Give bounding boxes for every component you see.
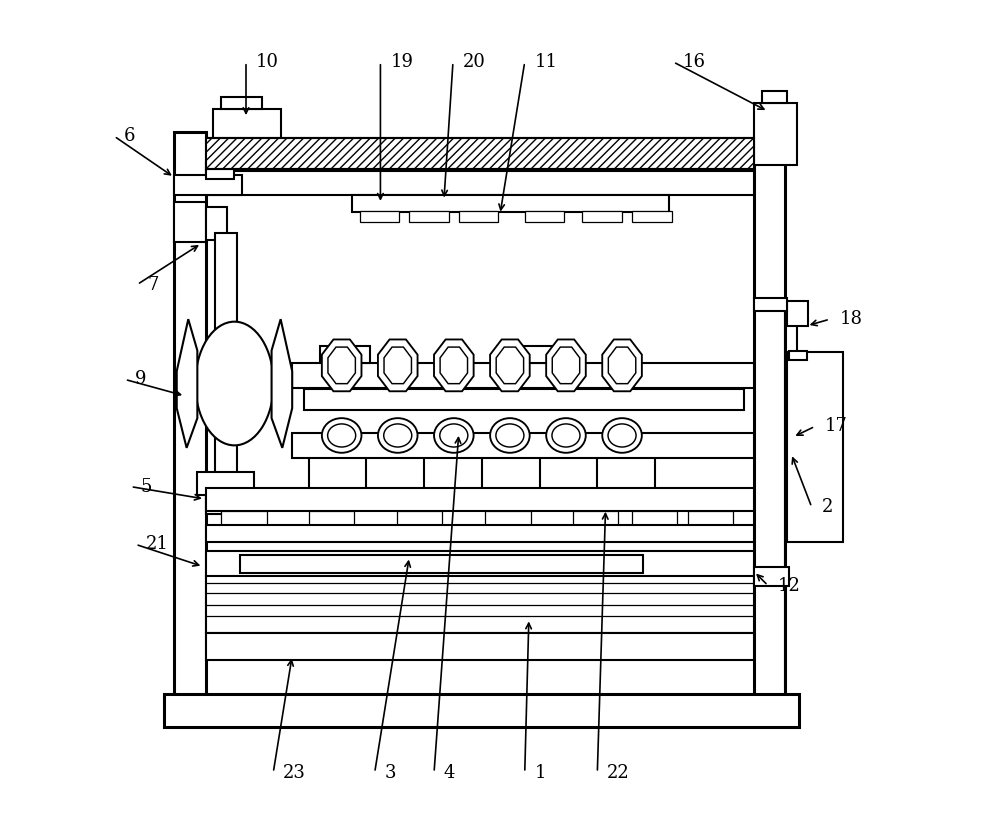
- Bar: [352, 196, 669, 212]
- Polygon shape: [608, 347, 636, 384]
- Bar: [174, 132, 206, 717]
- Bar: [754, 297, 787, 311]
- Bar: [573, 511, 618, 526]
- Polygon shape: [328, 347, 355, 384]
- Text: 9: 9: [135, 371, 146, 388]
- Bar: [787, 301, 808, 326]
- Polygon shape: [272, 319, 292, 448]
- Ellipse shape: [328, 424, 356, 447]
- Bar: [292, 433, 754, 457]
- Bar: [206, 488, 754, 511]
- Bar: [206, 526, 754, 541]
- Bar: [309, 511, 354, 526]
- Polygon shape: [434, 340, 474, 392]
- Polygon shape: [496, 347, 524, 384]
- Text: 19: 19: [390, 52, 413, 71]
- Ellipse shape: [496, 424, 524, 447]
- Ellipse shape: [378, 418, 418, 453]
- Ellipse shape: [322, 418, 361, 453]
- Polygon shape: [602, 340, 642, 392]
- Ellipse shape: [440, 424, 468, 447]
- Bar: [240, 555, 643, 573]
- Ellipse shape: [608, 424, 636, 447]
- Bar: [206, 551, 754, 577]
- Bar: [762, 91, 787, 103]
- Ellipse shape: [384, 424, 412, 447]
- Bar: [206, 576, 754, 632]
- Bar: [787, 352, 843, 541]
- Polygon shape: [552, 347, 580, 384]
- Ellipse shape: [602, 418, 642, 453]
- Bar: [174, 202, 206, 242]
- Bar: [304, 389, 744, 410]
- Bar: [213, 109, 281, 162]
- Text: 6: 6: [124, 127, 135, 145]
- Bar: [221, 97, 262, 109]
- Text: 7: 7: [147, 276, 158, 293]
- Text: 11: 11: [535, 52, 558, 71]
- Bar: [206, 495, 245, 514]
- Bar: [320, 347, 370, 363]
- Bar: [582, 211, 622, 222]
- Polygon shape: [322, 340, 361, 392]
- Bar: [292, 363, 754, 387]
- Bar: [206, 171, 754, 196]
- Ellipse shape: [434, 418, 474, 453]
- Text: 2: 2: [822, 498, 833, 516]
- Bar: [409, 211, 449, 222]
- Bar: [215, 233, 237, 472]
- Text: 16: 16: [683, 52, 706, 71]
- Bar: [525, 211, 564, 222]
- Bar: [523, 347, 573, 363]
- Polygon shape: [177, 319, 197, 448]
- Bar: [688, 511, 733, 526]
- Polygon shape: [440, 347, 468, 384]
- Bar: [221, 511, 267, 526]
- Text: 1: 1: [535, 764, 546, 781]
- Text: 22: 22: [607, 764, 630, 781]
- Polygon shape: [384, 347, 411, 384]
- Polygon shape: [546, 340, 586, 392]
- Bar: [754, 103, 797, 165]
- Bar: [754, 132, 785, 717]
- Text: 10: 10: [256, 52, 279, 71]
- Text: 23: 23: [283, 764, 306, 781]
- Ellipse shape: [546, 418, 586, 453]
- Bar: [754, 567, 789, 586]
- Bar: [206, 162, 234, 179]
- Bar: [485, 511, 531, 526]
- Ellipse shape: [490, 418, 530, 453]
- Polygon shape: [490, 340, 530, 392]
- Bar: [206, 207, 227, 240]
- Bar: [397, 511, 442, 526]
- Bar: [164, 695, 799, 727]
- Text: 18: 18: [840, 310, 863, 328]
- Text: 17: 17: [825, 417, 848, 436]
- Text: 21: 21: [145, 536, 168, 553]
- Bar: [632, 511, 677, 526]
- Bar: [459, 211, 498, 222]
- Bar: [174, 175, 242, 196]
- Bar: [206, 632, 754, 660]
- Text: 4: 4: [444, 764, 455, 781]
- Ellipse shape: [552, 424, 580, 447]
- Bar: [632, 211, 672, 222]
- Bar: [206, 137, 754, 169]
- Bar: [197, 471, 254, 495]
- Text: 5: 5: [140, 477, 152, 496]
- Bar: [789, 351, 807, 361]
- Ellipse shape: [195, 322, 274, 446]
- Text: 12: 12: [778, 576, 801, 595]
- Bar: [360, 211, 399, 222]
- Text: 3: 3: [385, 764, 396, 781]
- Text: 20: 20: [463, 52, 486, 71]
- Polygon shape: [378, 340, 418, 392]
